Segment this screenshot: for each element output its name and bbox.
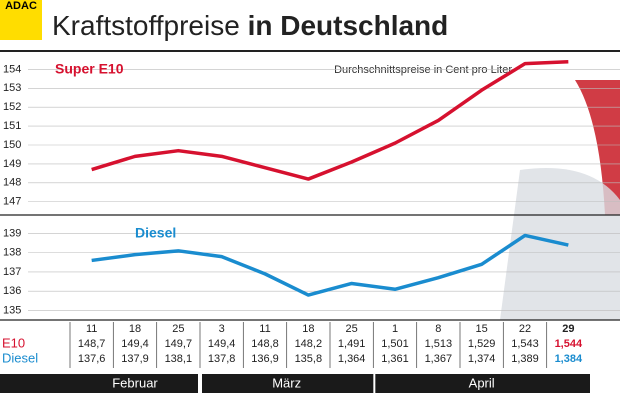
value-label: 148,2 xyxy=(295,338,323,350)
value-label: 138,1 xyxy=(165,353,193,365)
row-label: E10 xyxy=(2,335,25,350)
y-tick-label: 137 xyxy=(3,266,21,278)
month-label: Februar xyxy=(112,375,158,390)
value-label: 1,501 xyxy=(381,338,409,350)
value-label: 1,513 xyxy=(425,338,453,350)
x-tick-label: 3 xyxy=(219,323,225,335)
series-name: Diesel xyxy=(135,225,176,241)
title-bold: in Deutschland xyxy=(248,10,449,41)
value-label: 137,8 xyxy=(208,353,236,365)
value-label: 1,367 xyxy=(425,353,453,365)
y-tick-label: 148 xyxy=(3,177,21,189)
x-tick-label: 11 xyxy=(259,323,270,335)
month-label: April xyxy=(469,375,495,390)
subtitle: Durchschnittspreise in Cent pro Liter xyxy=(334,64,512,76)
y-tick-label: 153 xyxy=(3,82,21,94)
x-tick-label: 22 xyxy=(519,323,531,335)
x-tick-label: 29 xyxy=(562,323,574,335)
value-label: 148,8 xyxy=(251,338,279,350)
y-tick-label: 150 xyxy=(3,139,21,151)
value-label: 1,529 xyxy=(468,338,496,350)
series-name: Super E10 xyxy=(55,61,124,77)
value-label: 1,389 xyxy=(511,353,539,365)
y-tick-label: 152 xyxy=(3,101,21,113)
x-tick-label: 8 xyxy=(435,323,441,335)
x-tick-label: 15 xyxy=(476,323,488,335)
y-tick-label: 151 xyxy=(3,120,21,132)
logo-box xyxy=(0,0,42,40)
value-label: 1,384 xyxy=(555,353,583,365)
value-label: 149,4 xyxy=(121,338,149,350)
value-label: 149,4 xyxy=(208,338,236,350)
x-tick-label: 18 xyxy=(129,323,141,335)
value-label: 137,9 xyxy=(121,353,149,365)
value-label: 149,7 xyxy=(165,338,193,350)
y-tick-label: 149 xyxy=(3,158,21,170)
value-label: 1,544 xyxy=(555,338,583,350)
y-tick-label: 147 xyxy=(3,196,21,208)
value-label: 148,7 xyxy=(78,338,106,350)
y-tick-label: 136 xyxy=(3,285,21,297)
series-line xyxy=(91,233,569,297)
x-tick-label: 18 xyxy=(302,323,314,335)
x-tick-label: 25 xyxy=(346,323,358,335)
value-label: 136,9 xyxy=(251,353,279,365)
car-light xyxy=(575,80,620,215)
value-label: 1,543 xyxy=(511,338,539,350)
value-label: 135,8 xyxy=(295,353,323,365)
value-label: 137,6 xyxy=(78,353,106,365)
value-label: 1,364 xyxy=(338,353,366,365)
x-tick-label: 1 xyxy=(392,323,398,335)
y-tick-label: 154 xyxy=(3,63,21,75)
value-label: 1,374 xyxy=(468,353,496,365)
x-tick-label: 11 xyxy=(86,323,97,335)
value-label: 1,361 xyxy=(381,353,409,365)
x-tick-label: 25 xyxy=(172,323,184,335)
value-label: 1,491 xyxy=(338,338,366,350)
y-tick-label: 138 xyxy=(3,247,21,259)
title-light: Kraftstoffpreise xyxy=(52,10,240,41)
title-rule xyxy=(0,50,620,52)
y-tick-label: 135 xyxy=(3,304,21,316)
y-tick-label: 139 xyxy=(3,227,21,239)
month-bar xyxy=(202,374,374,393)
row-label: Diesel xyxy=(2,350,38,365)
series-line xyxy=(91,60,569,181)
month-label: März xyxy=(272,375,301,390)
logo: ADAC xyxy=(5,0,37,12)
month-bar xyxy=(375,374,590,393)
month-bar xyxy=(0,374,198,393)
chart-title: Kraftstoffpreise in Deutschland xyxy=(52,10,448,41)
